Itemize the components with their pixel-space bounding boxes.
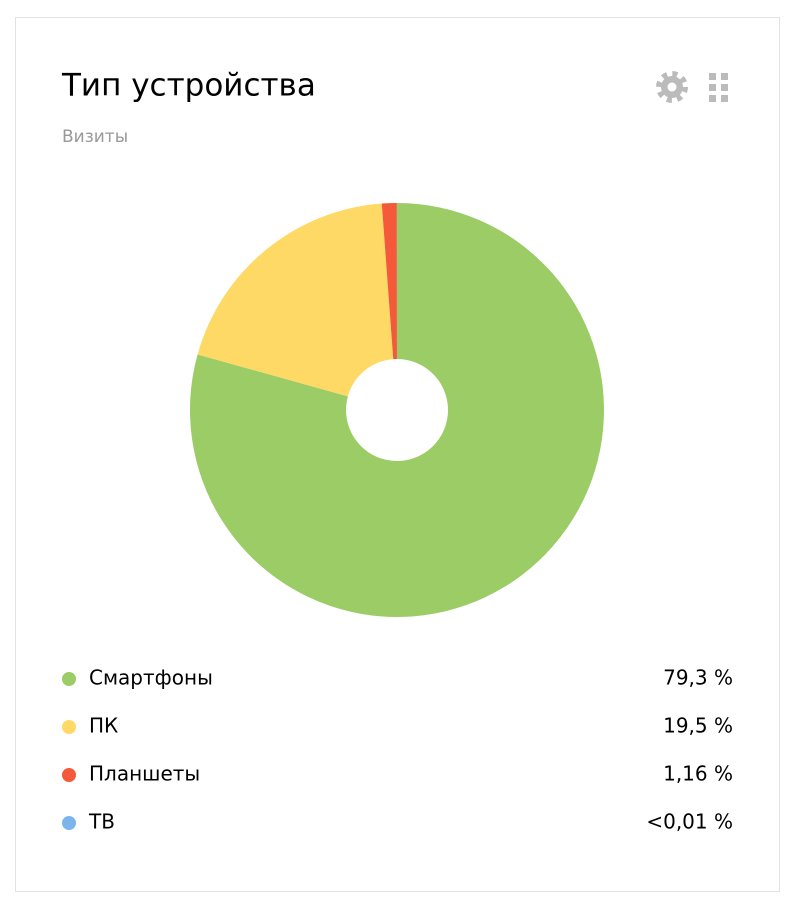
- legend-marker: [62, 768, 76, 782]
- legend-marker: [62, 816, 76, 830]
- legend-value: 1,16 %: [663, 762, 733, 786]
- drag-dot: [721, 73, 728, 80]
- card: [16, 18, 780, 892]
- chart-title: Тип устройства: [61, 68, 316, 104]
- legend-label: Смартфоны: [89, 666, 213, 690]
- legend-label: ТВ: [88, 810, 115, 834]
- drag-dot: [721, 95, 728, 102]
- legend-marker: [62, 720, 76, 734]
- legend-label: Планшеты: [89, 762, 200, 786]
- drag-dot: [709, 73, 716, 80]
- legend-value: <0,01 %: [646, 810, 733, 834]
- legend-value: 19,5 %: [663, 714, 733, 738]
- legend-marker: [62, 672, 76, 686]
- legend-value: 79,3 %: [663, 666, 733, 690]
- chart-subtitle: Визиты: [62, 127, 128, 147]
- drag-dot: [721, 84, 728, 91]
- gear-hole: [668, 83, 677, 92]
- legend-label: ПК: [89, 714, 118, 738]
- drag-dot: [709, 84, 716, 91]
- drag-dot: [709, 95, 716, 102]
